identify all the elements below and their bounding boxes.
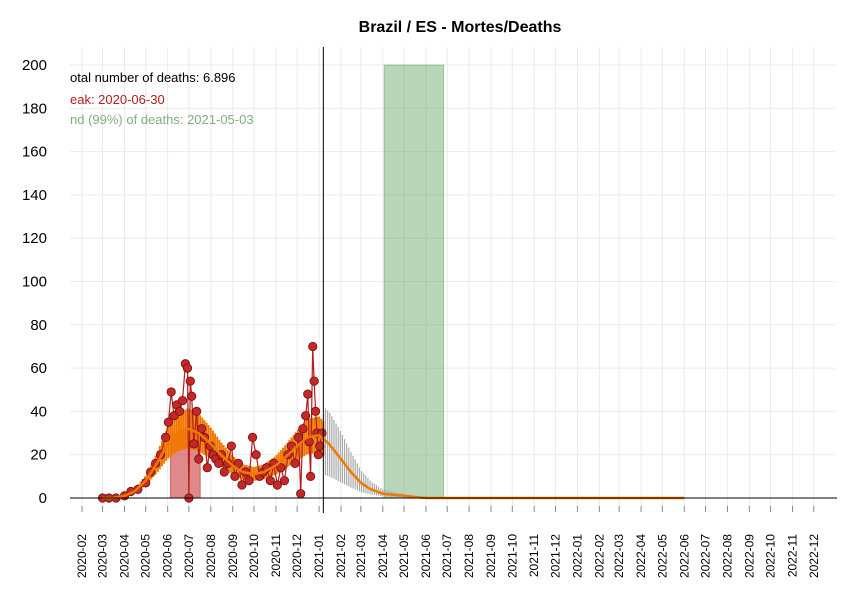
y-tick-label: 40: [30, 403, 47, 420]
x-tick-label: 2021-03: [354, 534, 368, 578]
x-tick-label: 2020-02: [75, 534, 89, 578]
x-tick-label: 2021-04: [376, 534, 390, 578]
x-tick-label: 2020-03: [96, 534, 110, 578]
x-tick-label: 2021-12: [548, 534, 562, 578]
y-tick-label: 80: [30, 317, 47, 334]
y-tick-label: 0: [39, 490, 47, 507]
y-tick-label: 60: [30, 360, 47, 377]
annotation-total: otal number of deaths: 6.896: [70, 70, 236, 85]
x-tick-label: 2022-02: [592, 534, 606, 578]
x-tick-label: 2021-02: [334, 534, 348, 578]
observed-point: [194, 454, 204, 464]
x-tick-label: 2022-06: [677, 534, 691, 578]
observed-point: [244, 476, 254, 486]
axes: 0 20 40 60 80 100 120 140 160 180 200 2020-02 2020-0…: [22, 47, 837, 578]
observed-series: [97, 341, 327, 503]
observed-point: [301, 411, 311, 421]
x-tick-label: 2022-10: [764, 534, 778, 578]
y-tick-label: 160: [22, 144, 47, 161]
y-tick-label: 120: [22, 230, 47, 247]
observed-point: [315, 441, 325, 451]
observed-point: [160, 432, 171, 442]
observed-point: [308, 341, 318, 352]
x-tick-label: 2022-01: [570, 534, 584, 578]
x-tick-label: 2020-09: [226, 534, 240, 578]
observed-point: [175, 406, 185, 416]
x-tick-label: 2022-03: [612, 534, 626, 578]
x-tick-label: 2021-11: [527, 534, 541, 577]
x-tick-label: 2021-08: [462, 534, 476, 578]
observed-point: [309, 376, 319, 386]
observed-point: [202, 463, 212, 473]
observed-point: [247, 432, 258, 442]
x-tick-label: 2020-11: [269, 534, 283, 577]
observed-point: [310, 406, 321, 416]
observed-point: [163, 417, 173, 427]
observed-point: [233, 458, 244, 468]
y-tick-label: 100: [22, 274, 47, 291]
observed-point: [313, 450, 323, 460]
observed-point: [187, 391, 197, 401]
x-tick-label: 2022-09: [742, 534, 756, 578]
observed-point: [230, 471, 240, 481]
observed-point: [192, 406, 202, 416]
x-tick-label: 2022-11: [786, 534, 800, 577]
observed-point: [303, 389, 313, 399]
observed-point: [296, 489, 306, 499]
observed-line: [102, 346, 323, 499]
observed-point: [226, 441, 236, 451]
x-tick-label: 2022-05: [655, 534, 669, 578]
observed-point: [265, 476, 275, 486]
observed-point: [237, 480, 247, 490]
x-tick-label: 2020-04: [117, 534, 131, 578]
x-tick-label: 2021-06: [419, 534, 433, 578]
x-tick-label: 2020-10: [247, 534, 261, 578]
observed-point: [185, 376, 195, 386]
observed-point: [166, 387, 176, 397]
x-tick-label: 2021-10: [505, 534, 519, 578]
x-tick-label: 2020-12: [290, 534, 304, 578]
x-tick-label: 2021-01: [312, 534, 326, 578]
x-tick-label: 2022-08: [720, 534, 734, 578]
observed-point: [293, 432, 304, 442]
observed-point: [197, 424, 207, 434]
y-tick-label: 200: [22, 57, 47, 74]
observed-point: [214, 458, 224, 468]
x-tick-label: 2022-12: [807, 534, 821, 578]
y-tick-label: 20: [30, 447, 47, 464]
x-tick-label: 2020-08: [204, 534, 218, 578]
x-tick-label: 2021-05: [397, 534, 411, 578]
y-tick-label: 180: [22, 100, 47, 117]
observed-point: [189, 439, 199, 449]
observed-point: [272, 480, 282, 490]
x-tick-label: 2022-04: [634, 534, 648, 578]
observed-point: [219, 467, 229, 477]
bands: [169, 64, 445, 499]
observed-point: [177, 395, 188, 406]
end-band: [383, 64, 445, 499]
x-tick-label: 2022-07: [698, 534, 712, 578]
observed-point: [306, 471, 316, 481]
observed-point: [182, 363, 193, 373]
x-tick-label: 2020-05: [139, 534, 153, 578]
observed-point: [279, 476, 290, 486]
y-tick-label: 140: [22, 187, 47, 204]
annotation-peak: eak: 2020-06-30: [70, 92, 165, 107]
x-tick-label: 2020-06: [161, 534, 175, 578]
x-tick-label: 2021-07: [440, 534, 454, 578]
observed-point: [276, 463, 286, 473]
x-tick-label: 2021-09: [484, 534, 498, 578]
annotation-end: nd (99%) of deaths: 2021-05-03: [70, 112, 254, 127]
observed-point: [298, 424, 308, 434]
observed-point: [251, 450, 261, 460]
x-tick-label: 2020-07: [182, 534, 196, 578]
observed-point: [290, 458, 300, 468]
chart-title: Brazil / ES - Mortes/Deaths: [359, 19, 562, 36]
